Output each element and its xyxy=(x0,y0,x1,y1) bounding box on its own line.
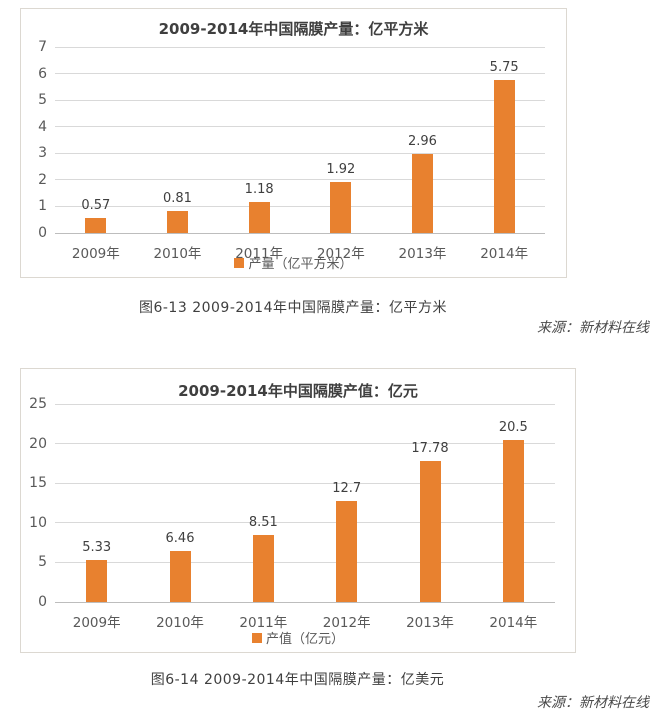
bar-value-label: 20.5 xyxy=(498,419,528,435)
chart-legend: 产值（亿元） xyxy=(21,628,575,647)
y-tick-label: 4 xyxy=(38,118,47,135)
x-axis-line xyxy=(55,232,545,234)
membrane-value-chart: 2009-2014年中国隔膜产值：亿元 0 5 10 15 20 25 5.33 2009年 6… xyxy=(20,368,576,653)
gridline xyxy=(55,126,545,128)
gridline xyxy=(55,46,545,48)
bar xyxy=(493,80,515,233)
y-tick-label: 2 xyxy=(38,171,47,188)
bar xyxy=(330,181,352,233)
y-tick-label: 6 xyxy=(38,65,47,82)
plot-area: 0 1 2 3 4 5 6 7 0.57 2009年 0.81 2010年 1.18 2011年 1.92 2… xyxy=(38,39,545,262)
bar-value-label: 1.92 xyxy=(326,161,356,177)
bar-value-label: 0.57 xyxy=(81,197,111,213)
x-axis-label: 2011年 xyxy=(239,615,288,631)
bar xyxy=(252,534,274,602)
y-tick-label: 15 xyxy=(29,475,47,492)
legend-label: 产量（亿平方米） xyxy=(248,257,353,272)
chart-title: 2009-2014年中国隔膜产值：亿元 xyxy=(178,382,418,400)
figure-caption: 图6-13 2009-2014年中国隔膜产量：亿平方米 xyxy=(138,300,448,316)
y-tick-label: 0 xyxy=(38,594,47,610)
x-axis-label: 2014年 xyxy=(480,246,529,262)
x-axis-label: 2013年 xyxy=(406,615,454,631)
gridline xyxy=(55,73,545,75)
bar-value-label: 1.18 xyxy=(244,181,274,197)
source-credit: 来源：新材料在线 xyxy=(537,695,649,711)
x-axis-label: 2009年 xyxy=(71,246,120,262)
y-tick-label: 25 xyxy=(29,396,47,412)
x-axis-label: 2010年 xyxy=(156,615,204,631)
bar xyxy=(86,559,108,602)
x-axis-label: 2014年 xyxy=(489,615,538,631)
bar xyxy=(248,201,270,233)
x-axis-label: 2009年 xyxy=(72,615,121,631)
figure-caption: 图6-14 2009-2014年中国隔膜产量：亿美元 xyxy=(150,672,445,688)
x-axis-label: 2011年 xyxy=(235,246,284,262)
bar xyxy=(169,550,191,602)
gridline xyxy=(55,99,545,101)
source-credit: 来源：新材料在线 xyxy=(537,320,649,336)
chart-legend: 产量（亿平方米） xyxy=(21,253,566,272)
y-tick-label: 10 xyxy=(29,514,47,531)
x-axis-label: 2013年 xyxy=(398,246,447,262)
chart-title: 2009-2014年中国隔膜产量：亿平方米 xyxy=(158,20,429,38)
plot-area: 0 5 10 15 20 25 5.33 2009年 6.46 2010年 8.51 2011年 12.… xyxy=(29,396,555,631)
bar xyxy=(502,439,524,602)
bar-value-label: 6.46 xyxy=(165,530,195,546)
bar xyxy=(419,461,441,602)
y-tick-label: 1 xyxy=(38,198,47,215)
x-axis-label: 2010年 xyxy=(153,246,202,262)
gridline xyxy=(55,179,545,181)
legend-swatch-icon xyxy=(251,632,262,643)
y-tick-label: 5 xyxy=(38,92,47,109)
x-axis-line xyxy=(55,601,555,603)
y-tick-label: 0 xyxy=(38,225,47,241)
bar xyxy=(85,217,107,233)
bar-value-label: 17.78 xyxy=(411,441,449,457)
bar-value-label: 5.75 xyxy=(489,60,519,76)
bar xyxy=(336,501,358,602)
bar-value-label: 8.51 xyxy=(248,514,278,530)
x-axis-label: 2012年 xyxy=(322,615,371,631)
gridline xyxy=(55,522,555,524)
y-tick-label: 5 xyxy=(38,554,47,571)
y-tick-label: 3 xyxy=(38,145,47,162)
y-tick-label: 20 xyxy=(29,435,47,452)
bar-value-label: 2.96 xyxy=(408,134,437,150)
bar-value-label: 12.7 xyxy=(332,481,362,497)
membrane-output-chart: 2009-2014年中国隔膜产量：亿平方米 0 1 2 3 4 5 6 7 0.57 2009年 0… xyxy=(20,8,567,278)
legend-label: 产值（亿元） xyxy=(265,632,344,647)
gridline xyxy=(55,443,555,445)
x-axis-label: 2012年 xyxy=(316,246,365,262)
bar xyxy=(412,154,433,233)
gridline xyxy=(55,561,555,563)
gridline xyxy=(55,205,545,207)
bar-value-label: 0.81 xyxy=(163,191,192,207)
y-tick-label: 7 xyxy=(38,39,47,55)
gridline xyxy=(55,152,545,154)
gridline xyxy=(55,482,555,484)
gridline xyxy=(55,403,555,405)
bar xyxy=(167,211,188,233)
bar-value-label: 5.33 xyxy=(82,539,112,555)
legend-swatch-icon xyxy=(234,257,245,268)
